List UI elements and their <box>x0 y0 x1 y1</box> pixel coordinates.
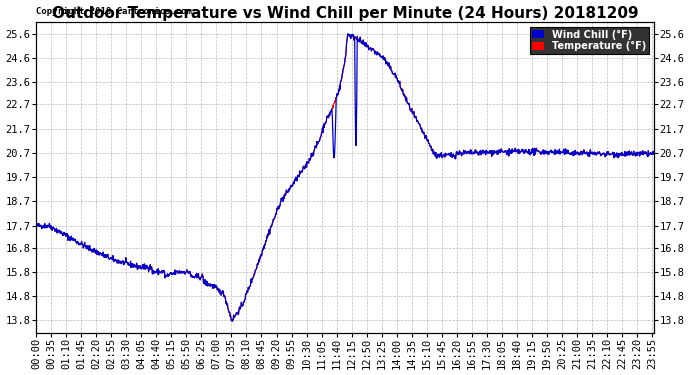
Text: Copyright 2018 Cartronics.com: Copyright 2018 Cartronics.com <box>36 6 192 15</box>
Legend: Wind Chill (°F), Temperature (°F): Wind Chill (°F), Temperature (°F) <box>529 27 649 54</box>
Title: Outdoor Temperature vs Wind Chill per Minute (24 Hours) 20181209: Outdoor Temperature vs Wind Chill per Mi… <box>52 6 638 21</box>
